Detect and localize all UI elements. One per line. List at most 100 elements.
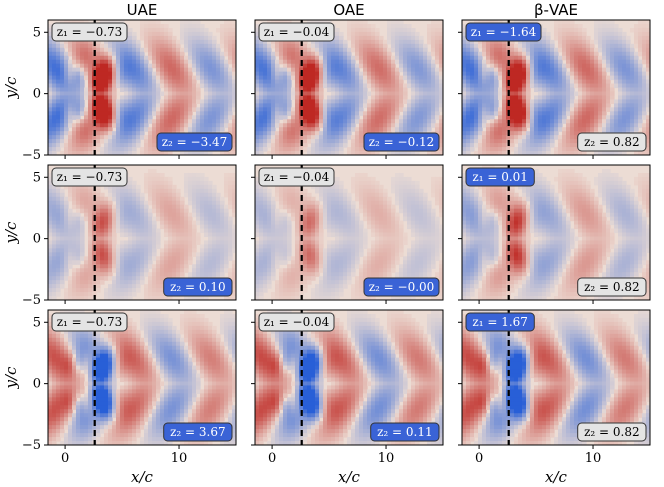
field-cell [172,59,177,65]
field-cell [192,39,197,45]
field-cell [582,67,587,73]
field-cell [431,99,436,104]
field-cell [391,127,396,132]
field-cell [100,224,105,230]
field-cell [148,87,153,93]
field-cell [431,20,436,25]
field-cell [439,119,443,124]
y-axis-label: y/c [2,76,20,100]
field-cell [124,63,129,69]
field-cell [72,252,77,257]
field-cell [490,123,495,128]
field-cell [255,47,260,53]
field-cell [128,83,133,89]
field-cell [439,27,443,33]
field-cell [634,119,639,124]
field-cell [311,63,316,69]
field-cell [180,35,185,41]
field-cell [232,55,236,61]
field-cell [383,39,388,45]
field-cell [52,256,57,261]
field-cell [200,31,205,37]
field-cell [435,79,440,85]
field-cell [614,151,619,155]
field-cell [319,115,324,120]
field-cell [120,47,125,53]
field-cell [279,51,284,57]
field-cell [315,39,320,45]
field-cell [232,23,236,29]
field-cell [550,43,555,49]
field-cell [108,284,113,289]
field-cell [267,115,272,120]
field-cell [538,143,543,148]
field-cell [291,111,296,116]
field-cell [538,115,543,120]
field-cell [578,103,583,108]
field-cell [522,111,527,116]
field-cell [355,20,360,25]
field-cell [188,99,193,104]
field-cell [566,135,571,140]
field-cell [542,91,547,97]
field-cell [116,119,121,124]
field-cell [208,111,213,116]
field-cell [502,115,507,120]
field-cell [522,143,527,148]
field-cell [80,284,85,289]
field-cell [216,95,221,101]
field-cell [526,59,531,65]
field-cell [104,51,109,57]
field-cell [343,47,348,53]
field-cell [522,47,527,53]
field-cell [598,23,603,29]
field-cell [542,139,547,144]
field-cell [287,51,292,57]
field-cell [439,99,443,104]
field-cell [64,268,69,273]
field-cell [522,135,527,140]
field-cell [128,99,133,104]
field-cell [311,139,316,144]
field-cell [482,139,487,144]
field-cell [88,288,93,293]
field-cell [160,119,165,124]
field-cell [124,111,129,116]
field-cell [100,63,105,69]
field-cell [263,83,268,89]
field-cell [84,260,89,265]
field-cell [498,75,503,81]
field-cell [323,139,328,144]
field-cell [76,47,81,53]
field-cell [88,75,93,81]
field-cell [323,79,328,85]
field-cell [530,139,535,144]
field-cell [108,75,113,81]
field-cell [642,43,647,49]
field-cell [72,236,77,242]
field-cell [168,35,173,41]
field-cell [638,99,643,104]
field-cell [466,99,471,104]
field-cell [610,51,615,57]
field-cell [168,151,173,155]
field-cell [228,51,233,57]
field-cell [168,39,173,45]
field-cell [307,43,312,49]
field-cell [558,67,563,73]
field-cell [383,115,388,120]
field-cell [490,83,495,89]
field-cell [72,83,77,89]
field-cell [152,143,157,148]
field-cell [550,39,555,45]
field-cell [112,147,117,152]
field-cell [88,39,93,45]
field-cell [176,79,181,85]
field-cell [88,200,93,206]
field-cell [172,55,177,61]
field-cell [72,268,77,273]
field-cell [88,232,93,238]
field-cell [180,151,185,155]
field-cell [192,99,197,104]
field-cell [427,95,432,101]
